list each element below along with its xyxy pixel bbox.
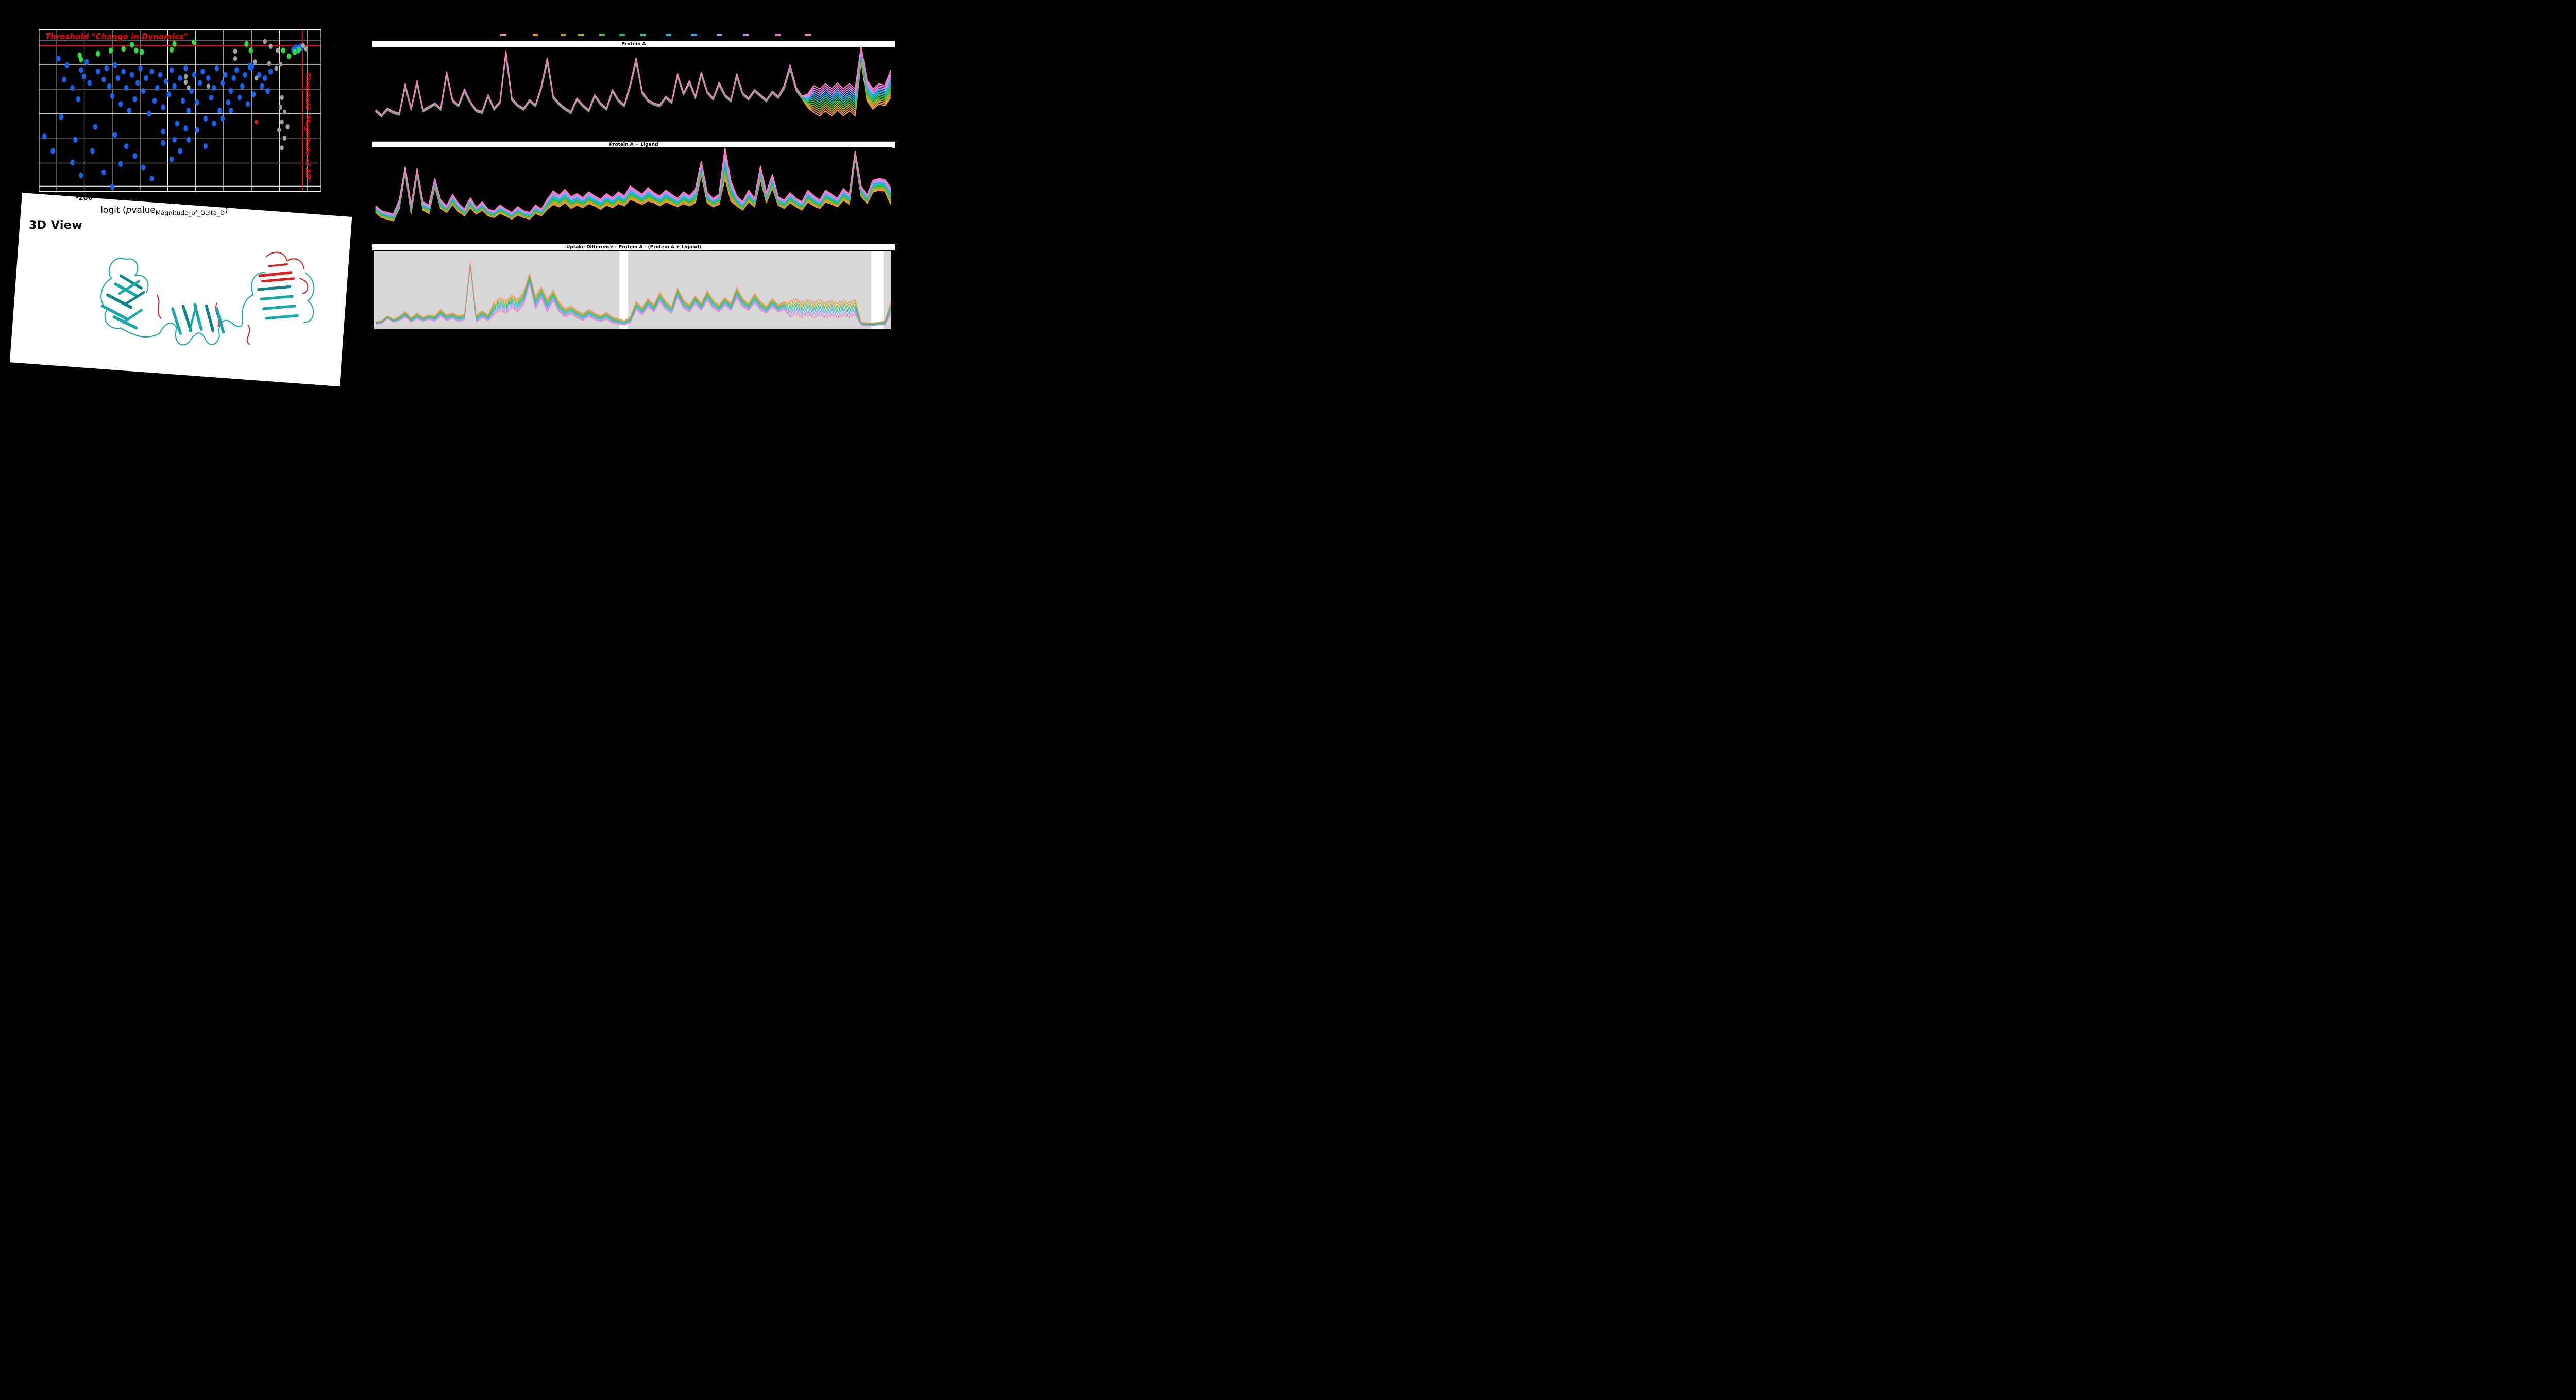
legend-swatch [561, 34, 566, 36]
legend-swatch [619, 34, 625, 36]
uptake-plot-protein-a-ligand[interactable] [372, 147, 892, 235]
volcano-plot[interactable] [39, 29, 321, 192]
legend-swatch [500, 34, 506, 36]
x-tick-label: 100 [244, 194, 259, 202]
legend-swatch [666, 34, 671, 36]
threshold-change-in-dynamics-label: Threshold "Change in Dynamics" [45, 32, 188, 41]
3d-view-title: 3D View [29, 219, 83, 232]
protein-structure-viewport[interactable] [61, 240, 331, 350]
legend-swatch [775, 34, 781, 36]
uptake-plot-protein-a[interactable] [372, 47, 892, 136]
x-tick-label: 0 [193, 194, 198, 202]
panel-title-protein-a-ligand: Protein A + Ligand [372, 141, 895, 148]
uptake-difference-plot[interactable] [372, 250, 892, 329]
legend-swatch [578, 34, 584, 36]
legend-swatch [691, 34, 697, 36]
legend-swatch [717, 34, 722, 36]
legend-swatch [533, 34, 538, 36]
x-tick-label: -200 [76, 194, 93, 202]
legend-swatch [640, 34, 646, 36]
app-canvas: { "ui": { "view3d_label": "3D View", "vo… [0, 0, 913, 387]
volcano-x-axis-title: logit (pvalueMagnitude_of_Delta_D) [100, 205, 228, 217]
threshold-magnitude-label: Threshold "Magnitude of ΔD" [303, 72, 311, 182]
timepoint-legend [495, 34, 814, 37]
legend-swatch [743, 34, 749, 36]
panel-title-uptake-difference: Uptake Difference : Protein A - (Protein… [372, 244, 895, 250]
x-tick-label: -100 [131, 194, 149, 202]
legend-swatch [599, 34, 605, 36]
x-tick-label: 200 [300, 194, 315, 202]
panel-title-protein-a: Protein A [372, 41, 895, 47]
legend-swatch [805, 34, 811, 36]
